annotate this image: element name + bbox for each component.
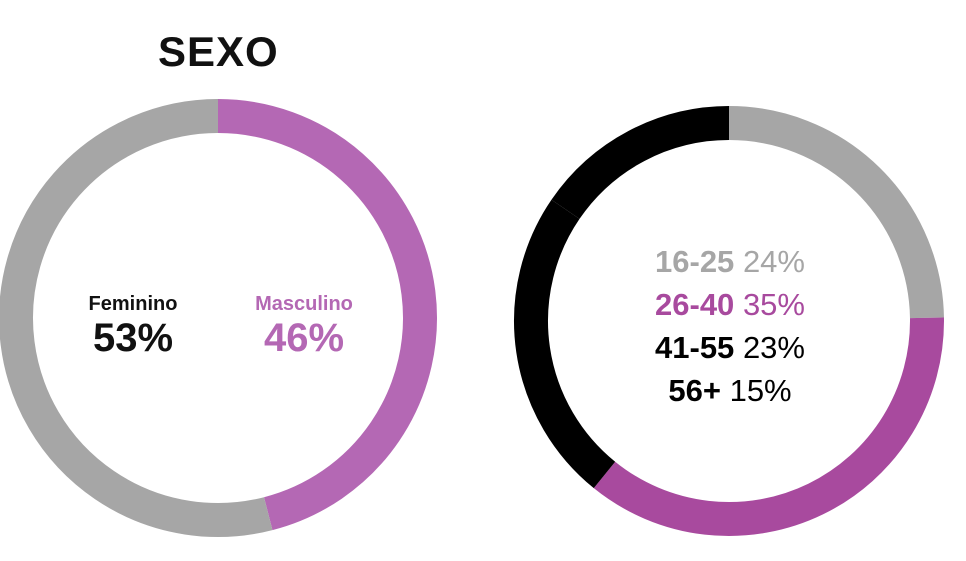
age-row-56-plus: 56+ 15% [600, 369, 860, 412]
donut-slice-26-40 [593, 317, 944, 536]
value-masculino: 46% [263, 316, 345, 360]
age-value-26-40: 35% [742, 287, 805, 322]
donut-slice-16-25 [728, 106, 944, 319]
age-row-41-55: 41-55 23% [600, 326, 860, 369]
value-feminino: 53% [92, 316, 174, 360]
age-range-26-40: 26-40 [655, 287, 735, 322]
donut-slice-56-plus [551, 106, 730, 220]
age-row-26-40: 26-40 35% [600, 283, 860, 326]
age-range-16-25: 16-25 [655, 244, 735, 279]
legend-feminino: Feminino 53% [72, 292, 194, 360]
label-feminino: Feminino [88, 293, 178, 315]
age-row-16-25: 16-25 24% [600, 240, 860, 283]
age-legend: 16-25 24% 26-40 35% 41-55 23% 56+ 15% [600, 240, 860, 412]
legend-masculino: Masculino 46% [240, 292, 368, 360]
age-range-56-plus: 56+ [668, 373, 721, 408]
age-value-16-25: 24% [742, 244, 805, 279]
donut-slice-41-55 [514, 199, 616, 489]
age-range-41-55: 41-55 [655, 330, 735, 365]
label-masculino: Masculino [255, 293, 353, 315]
donut-slice-masculino [217, 99, 437, 531]
donut-slice-feminino [0, 99, 273, 537]
age-value-41-55: 23% [742, 330, 805, 365]
chart-title-sexo: SEXO [158, 28, 279, 75]
age-value-56-plus: 15% [729, 373, 792, 408]
